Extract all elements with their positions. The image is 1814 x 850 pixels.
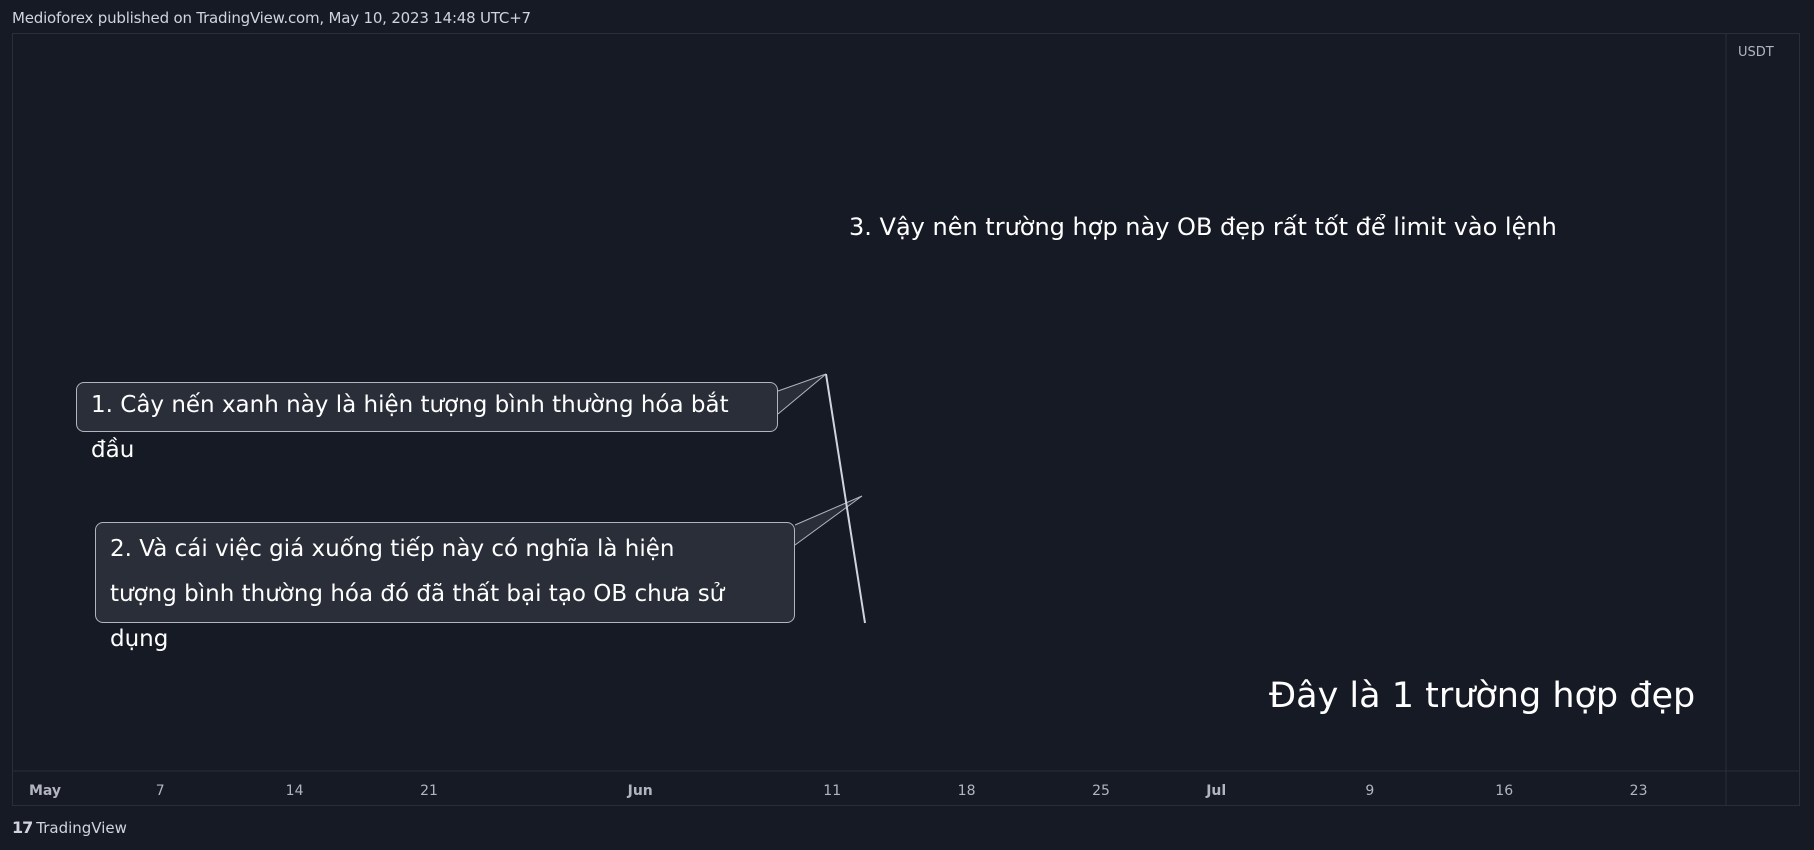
x-tick-label: 7 [156, 783, 165, 799]
callout-1-pointer [777, 373, 827, 415]
callout-2: 2. Và cái việc giá xuống tiếp này có ngh… [95, 522, 795, 652]
x-tick-label: Jun [627, 783, 653, 799]
x-tick-label: 21 [420, 783, 438, 799]
callout-1-text: 1. Cây nến xanh này là hiện tượng bình t… [91, 392, 729, 463]
callout-leader-line [825, 373, 866, 624]
x-tick-label: Jul [1205, 783, 1226, 799]
conclusion-text: Đây là 1 trường hợp đẹp [1269, 676, 1696, 716]
currency-label: USDT [1738, 45, 1774, 60]
tradingview-footer[interactable]: 17 TradingView [12, 818, 127, 837]
x-tick-label: 25 [1092, 783, 1110, 799]
note-3: 3. Vậy nên trường hợp này OB đẹp rất tốt… [849, 213, 1557, 241]
callout-pointers [777, 373, 866, 624]
x-tick-label: 23 [1630, 783, 1648, 799]
callout-2-pointer [794, 495, 863, 546]
x-tick-label: 9 [1365, 783, 1374, 799]
callout-2-line1: 2. Và cái việc giá xuống tiếp này có ngh… [110, 536, 675, 562]
publish-header: Medioforex published on TradingView.com,… [12, 9, 531, 27]
chart-frame [12, 33, 1800, 806]
callout-1: 1. Cây nến xanh này là hiện tượng bình t… [76, 382, 778, 463]
callout-2-line2: tượng bình thường hóa đó đã thất bại tạo… [110, 581, 725, 652]
x-tick-label: 11 [823, 783, 841, 799]
tradingview-logo-icon: 17 [12, 818, 33, 837]
tradingview-brand: TradingView [36, 818, 127, 837]
x-tick-label: 14 [286, 783, 304, 799]
x-tick-label: May [29, 783, 61, 799]
x-tick-label: 16 [1495, 783, 1513, 799]
axes-layer: USDT5800.006000.006200.006400.006600.006… [12, 33, 1800, 806]
x-tick-label: 18 [958, 783, 976, 799]
